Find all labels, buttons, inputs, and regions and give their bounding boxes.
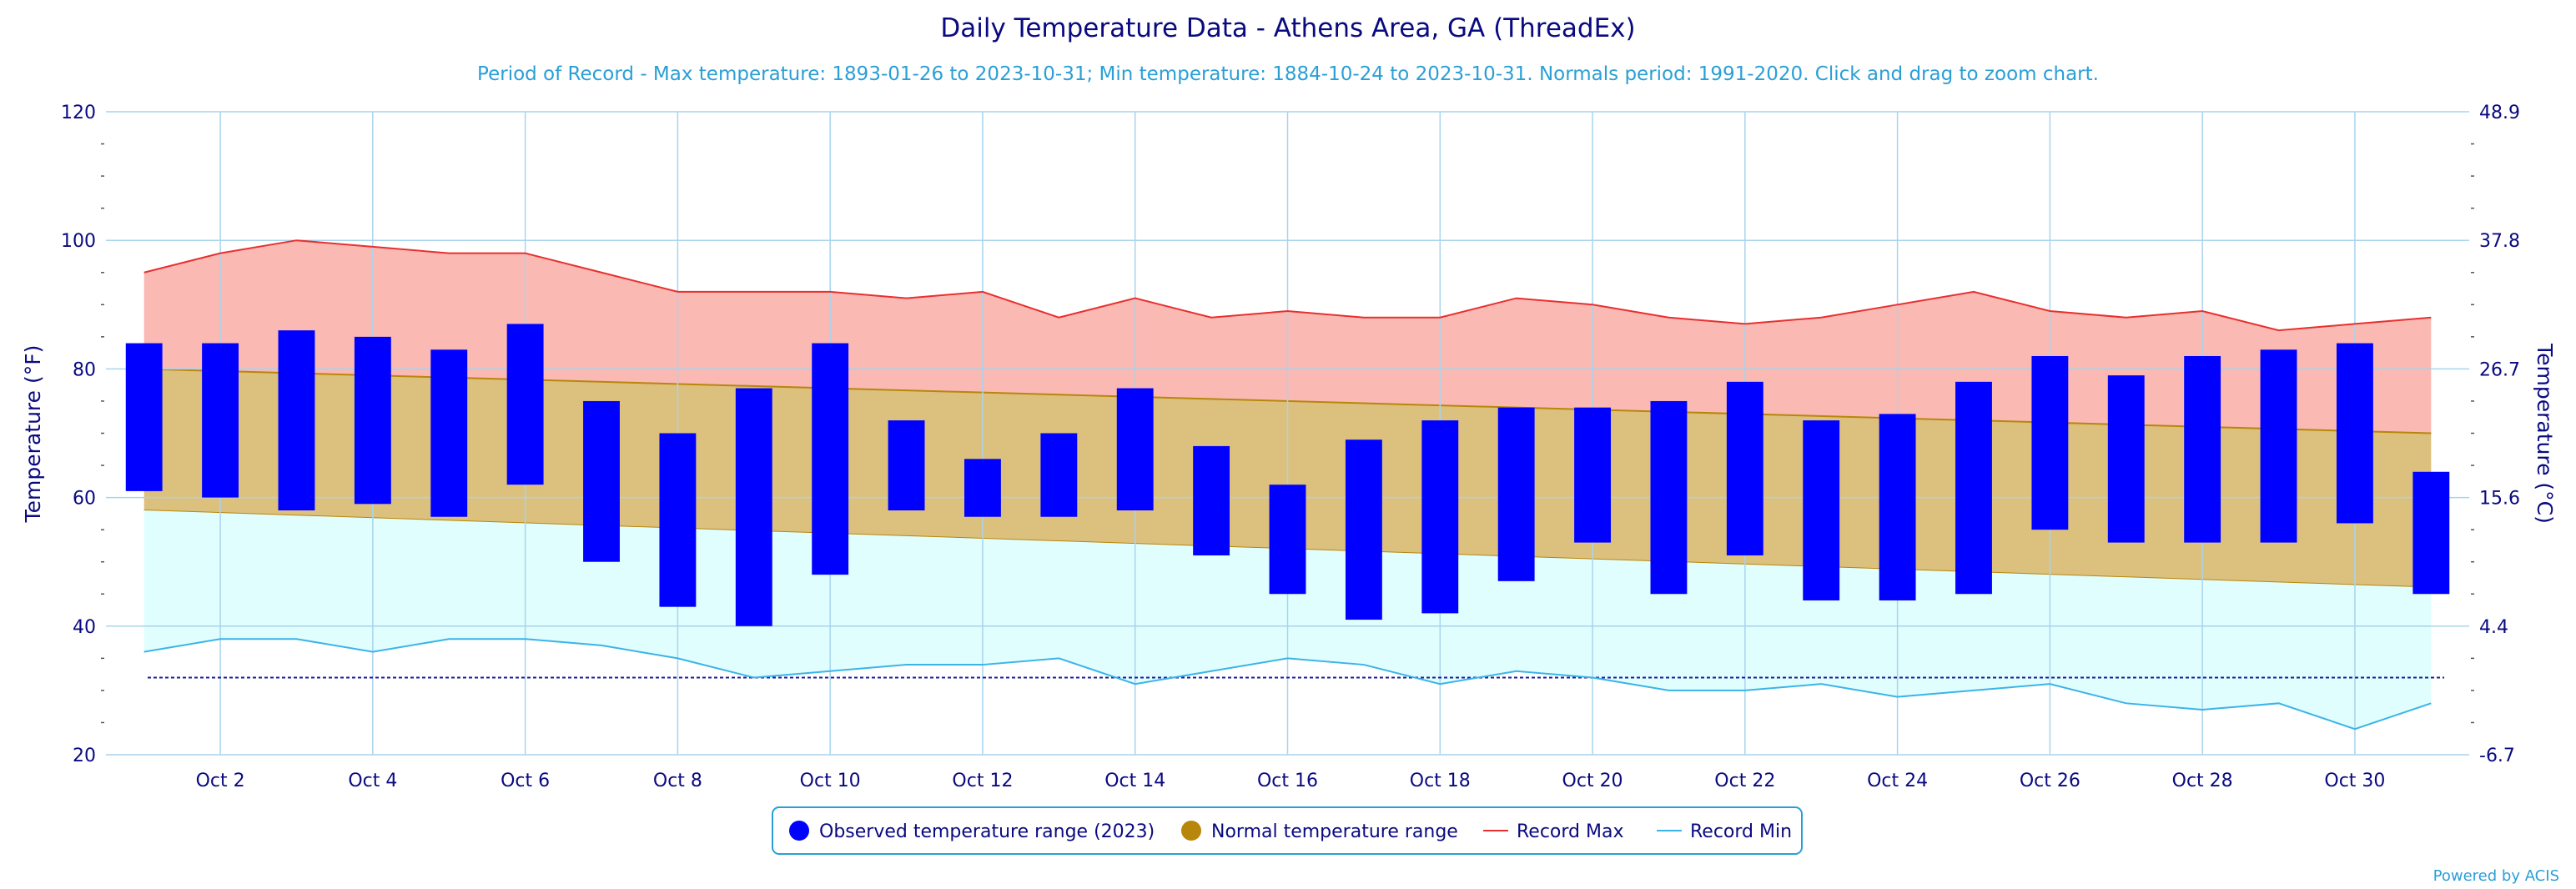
x-tick-label: Oct 28 <box>2172 771 2233 791</box>
plot-area[interactable] <box>106 111 2469 756</box>
observed-bar <box>1726 381 1763 555</box>
x-tick-label: Oct 18 <box>1410 771 1471 791</box>
x-tick-label: Oct 10 <box>800 771 861 791</box>
x-tick-label: Oct 16 <box>1257 771 1318 791</box>
legend-item-observed[interactable]: Observed temperature range (2023) <box>789 821 1155 842</box>
observed-bars <box>125 324 2450 626</box>
observed-bar <box>2107 375 2145 543</box>
observed-bar <box>2336 343 2373 524</box>
x-tick-label: Oct 24 <box>1867 771 1928 791</box>
x-tick-label: Oct 8 <box>653 771 702 791</box>
observed-bar <box>1955 381 1992 595</box>
legend-label-record-max: Record Max <box>1517 821 1624 842</box>
y-axis-right: -6.7 4.4 15.6 26.7 37.8 48.9 <box>2471 103 2520 766</box>
y-axis-title: Temperature (°F) <box>21 345 45 524</box>
observed-bar <box>2260 349 2297 543</box>
x-tick-label: Oct 2 <box>196 771 245 791</box>
x-tick-label: Oct 6 <box>501 771 550 791</box>
y-tick-label: 40 <box>73 617 96 638</box>
x-tick-label: Oct 12 <box>952 771 1013 791</box>
legend-label-normal: Normal temperature range <box>1211 821 1458 842</box>
observed-bar <box>1040 433 1078 517</box>
observed-bar <box>583 400 620 562</box>
legend-dot-normal <box>1181 821 1201 841</box>
observed-bar <box>1421 420 1459 614</box>
y-axis-left: 20 40 60 80 100 120 <box>61 103 104 766</box>
x-tick-label: Oct 20 <box>1562 771 1623 791</box>
legend-item-normal[interactable]: Normal temperature range <box>1181 821 1458 842</box>
observed-bar <box>812 343 849 575</box>
legend-dot-observed <box>789 821 809 841</box>
y-tick-label: 80 <box>73 359 96 380</box>
legend-label-record-min: Record Min <box>1690 821 1792 842</box>
observed-bar <box>354 336 391 505</box>
observed-bar <box>888 420 925 511</box>
observed-bar <box>659 433 697 607</box>
observed-bar <box>1879 414 1916 600</box>
y2-tick-label: 48.9 <box>2479 103 2520 123</box>
x-tick-label: Oct 30 <box>2324 771 2385 791</box>
observed-bar <box>1574 407 1611 543</box>
chart-subtitle: Period of Record - Max temperature: 1893… <box>477 63 2099 85</box>
y-tick-label: 120 <box>61 103 96 123</box>
legend-item-record-min[interactable]: Record Min <box>1657 821 1792 842</box>
record-lines <box>143 239 2432 731</box>
y-tick-label: 100 <box>61 231 96 252</box>
chart-title: Daily Temperature Data - Athens Area, GA… <box>940 13 1635 43</box>
record-max-line <box>143 239 2432 332</box>
observed-bar <box>1193 445 1230 555</box>
x-axis: Oct 2 Oct 4 Oct 6 Oct 8 Oct 10 Oct 12 Oct 14 Oc… <box>196 771 2386 791</box>
x-tick-label: Oct 22 <box>1714 771 1775 791</box>
legend-item-record-max[interactable]: Record Max <box>1483 821 1624 842</box>
y-tick-label: 20 <box>73 746 96 766</box>
credit-link[interactable]: Powered by ACIS <box>2433 867 2559 885</box>
y2-tick-label: 15.6 <box>2479 489 2520 510</box>
observed-bar <box>1497 407 1535 581</box>
observed-bar <box>125 343 163 491</box>
observed-bar <box>1650 400 1688 595</box>
observed-bar <box>735 388 772 626</box>
observed-bar <box>430 349 468 517</box>
observed-bar <box>2412 471 2450 595</box>
y2-tick-label: 26.7 <box>2479 359 2520 380</box>
legend[interactable]: Observed temperature range (2023) Normal… <box>772 806 1803 855</box>
y2-tick-label: -6.7 <box>2479 746 2515 766</box>
observed-bar <box>1116 388 1154 511</box>
legend-box <box>772 806 1803 855</box>
record-min-line <box>143 638 2432 731</box>
legend-label-observed: Observed temperature range (2023) <box>819 821 1155 842</box>
observed-bar <box>964 459 1001 517</box>
observed-bar <box>1803 420 1840 600</box>
observed-bar <box>2184 355 2221 543</box>
observed-bar <box>202 343 239 498</box>
y2-tick-label: 4.4 <box>2479 617 2508 638</box>
observed-bar <box>1269 485 1306 595</box>
observed-bar <box>506 324 544 485</box>
y2-tick-label: 37.8 <box>2479 231 2520 252</box>
x-tick-label: Oct 14 <box>1104 771 1165 791</box>
x-tick-label: Oct 4 <box>348 771 397 791</box>
observed-bar <box>2031 355 2069 530</box>
y2-axis-title: Temperature (°C) <box>2533 343 2557 524</box>
y-tick-label: 60 <box>73 489 96 510</box>
x-tick-label: Oct 26 <box>2020 771 2080 791</box>
observed-bar <box>1345 439 1382 620</box>
observed-bar <box>278 330 315 511</box>
